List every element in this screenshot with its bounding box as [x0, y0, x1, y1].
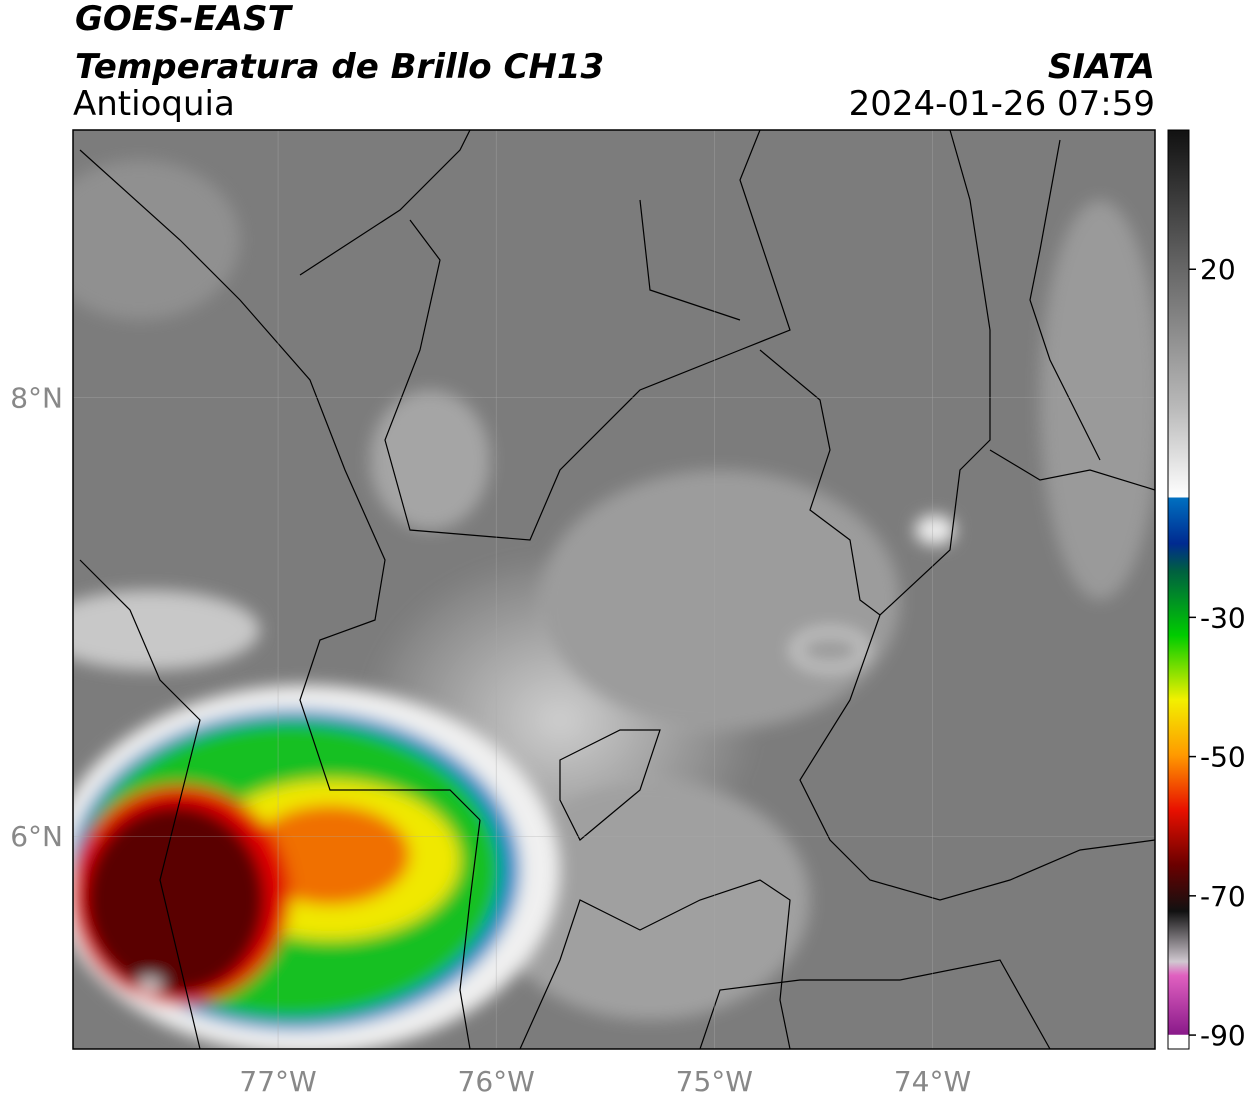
- colorbar-tick-label: -50: [1200, 741, 1246, 774]
- subtitle: Temperatura de Brillo CH13: [75, 47, 604, 87]
- x-tick-label: 75°W: [676, 1065, 753, 1098]
- y-tick-label: 8°N: [10, 382, 63, 415]
- x-tick-label: 76°W: [458, 1065, 535, 1098]
- colorbar: [1167, 129, 1190, 1050]
- map-frame: [72, 129, 1156, 1050]
- datetime: 2024-01-26 07:59: [849, 84, 1155, 124]
- colorbar-tick-label: -30: [1200, 601, 1246, 634]
- x-tick-label: 74°W: [894, 1065, 971, 1098]
- x-tick-label: 77°W: [239, 1065, 316, 1098]
- colorbar-tick-label: -90: [1200, 1019, 1246, 1052]
- colorbar-tick-label: 20: [1200, 253, 1236, 286]
- region: Antioquia: [73, 84, 235, 124]
- title: GOES-EAST: [75, 0, 294, 39]
- y-tick-label: 6°N: [10, 820, 63, 853]
- colorbar-tick-label: -70: [1200, 880, 1246, 913]
- source: SIATA: [1048, 47, 1155, 87]
- map-imagery: [73, 130, 1155, 1049]
- graticule: [73, 130, 1155, 1049]
